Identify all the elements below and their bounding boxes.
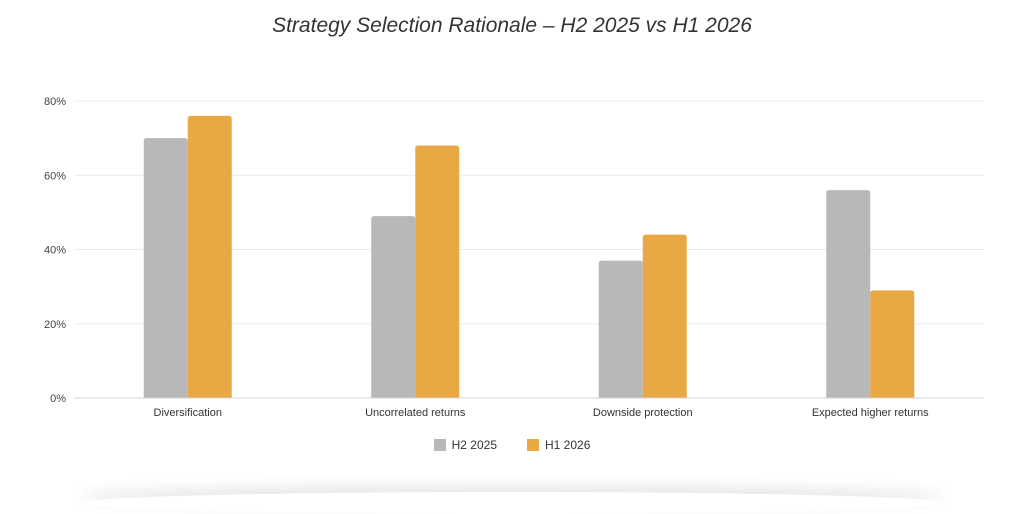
x-tick-label: Diversification [154, 407, 222, 419]
y-tick-label: 80% [44, 96, 66, 108]
bar-h2-2025-expected-higher-returns[interactable] [826, 190, 871, 398]
y-tick-label: 60% [44, 170, 66, 182]
bar-h2-2025-diversification[interactable] [143, 138, 188, 398]
chart-title: Strategy Selection Rationale – H2 2025 v… [272, 14, 752, 37]
legend: H2 2025 H1 2026 [0, 438, 1024, 452]
bar-h2-2025-uncorrelated-returns[interactable] [371, 216, 416, 398]
bars [143, 115, 915, 398]
legend-swatch-h1-2026 [527, 439, 539, 451]
bar-h1-2026-diversification[interactable] [187, 115, 232, 398]
y-axis-ticks: 0% 20% 40% 60% 80% [44, 96, 66, 405]
card-bottom-shadow [80, 492, 944, 514]
x-tick-label: Expected higher returns [812, 407, 929, 419]
bar-h1-2026-downside-protection[interactable] [642, 234, 687, 398]
y-tick-label: 20% [44, 319, 66, 331]
legend-swatch-h2-2025 [433, 439, 446, 451]
legend-label-h2-2025: H2 2025 [451, 438, 497, 452]
x-tick-label: Downside protection [593, 407, 693, 419]
x-axis: Diversification Uncorrelated returns Downs… [74, 397, 984, 419]
bar-chart: 0% 20% 40% 60% 80% Diversification Uncorrelat… [44, 96, 984, 419]
bar-h1-2026-uncorrelated-returns[interactable] [415, 145, 460, 398]
y-tick-label: 40% [44, 245, 66, 257]
legend-label-h1-2026: H1 2026 [545, 438, 591, 452]
bar-h2-2025-downside-protection[interactable] [598, 260, 643, 398]
x-tick-label: Uncorrelated returns [365, 407, 466, 419]
bar-h1-2026-expected-higher-returns[interactable] [870, 290, 915, 398]
legend-item-h1-2026[interactable]: H1 2026 [527, 438, 590, 452]
legend-item-h2-2025[interactable]: H2 2025 [433, 438, 497, 452]
y-tick-label: 0% [50, 393, 66, 405]
